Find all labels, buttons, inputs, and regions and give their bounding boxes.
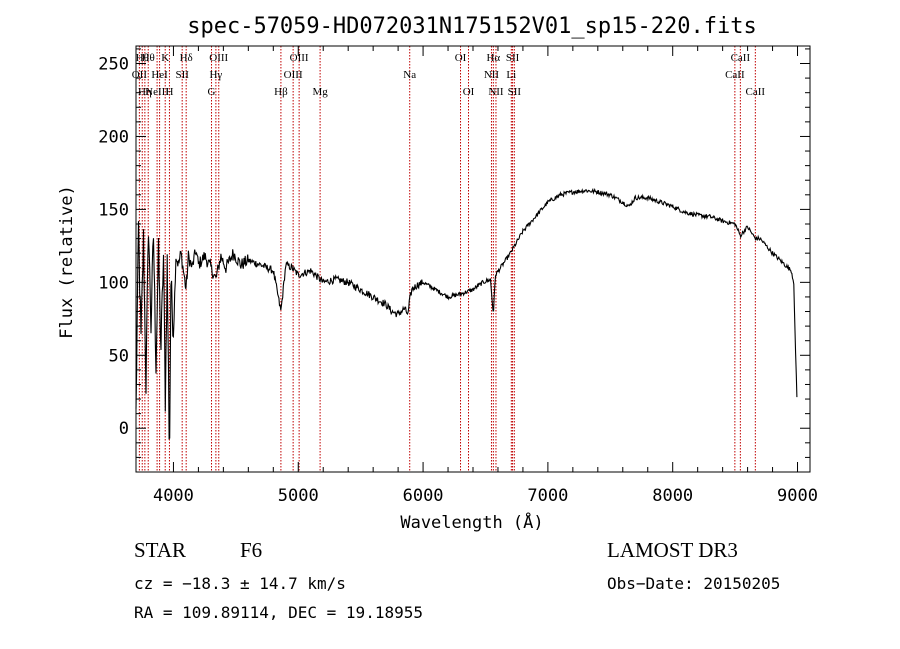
line-label: Hθ <box>142 52 155 64</box>
line-label: SII <box>506 52 520 64</box>
line-label: NII <box>484 69 500 81</box>
chart-title: spec-57059-HD072031N175152V01_sp15-220.f… <box>187 14 757 39</box>
line-label: Hγ <box>209 69 222 81</box>
line-label: NII <box>488 86 504 98</box>
y-tick-label: 0 <box>119 419 129 439</box>
spectrum-line <box>135 187 798 440</box>
line-label: NeIII <box>145 86 169 98</box>
ra-dec: RA = 109.89114, DEC = 19.18955 <box>134 603 423 622</box>
line-label: Hη <box>138 86 152 98</box>
x-tick-label: 9000 <box>777 486 818 506</box>
line-label: OI <box>455 52 467 64</box>
line-label: Na <box>403 69 416 81</box>
line-label: Hθ <box>136 52 149 64</box>
line-label: CaII <box>731 52 751 64</box>
plot-frame <box>135 45 811 473</box>
line-label: Hα <box>486 52 500 64</box>
object-subclass: F6 <box>240 538 263 562</box>
line-label: Hδ <box>180 52 193 64</box>
x-tick-label: 4000 <box>153 486 194 506</box>
y-axis-label: Flux (relative) <box>57 185 77 339</box>
spectral-line-labels: OIIHθHηHθNeIIIHeIKHSIIHδGHγOIIIHβOIIIOII… <box>132 52 766 98</box>
line-label: OII <box>132 69 148 81</box>
x-tick-label: 5000 <box>278 486 319 506</box>
x-tick-label: 8000 <box>652 486 693 506</box>
y-tick-label: 200 <box>98 127 129 147</box>
x-ticks: 4000 5000 6000 7000 8000 9000 <box>153 46 818 506</box>
line-label: OIII <box>209 52 228 64</box>
y-tick-label: 150 <box>98 200 129 220</box>
object-class: STAR <box>134 538 186 562</box>
line-label: K <box>161 52 169 64</box>
line-label: HeI <box>151 69 168 81</box>
line-label: Mg <box>312 86 328 98</box>
redshift-cz: cz = −18.3 ± 14.7 km/s <box>134 574 346 593</box>
y-tick-label: 50 <box>109 346 129 366</box>
survey-name: LAMOST DR3 <box>607 538 738 562</box>
line-label: CaII <box>725 69 745 81</box>
line-label: OIII <box>284 69 303 81</box>
line-label: SII <box>508 86 522 98</box>
line-label: SII <box>175 69 189 81</box>
y-tick-label: 250 <box>98 55 129 75</box>
y-tick-label: 100 <box>98 273 129 293</box>
y-ticks: 0 50 100 150 200 250 <box>98 48 810 458</box>
line-label: G <box>208 86 216 98</box>
x-axis-label: Wavelength (Å) <box>400 511 543 533</box>
line-label: OI <box>463 86 475 98</box>
x-tick-label: 7000 <box>527 486 568 506</box>
line-label: OIII <box>290 52 309 64</box>
line-label: Hβ <box>274 86 288 98</box>
x-tick-label: 6000 <box>403 486 444 506</box>
line-label: H <box>165 86 173 98</box>
obs-date: Obs−Date: 20150205 <box>607 574 781 593</box>
line-label: Li <box>506 69 516 81</box>
line-label: CaII <box>746 86 766 98</box>
